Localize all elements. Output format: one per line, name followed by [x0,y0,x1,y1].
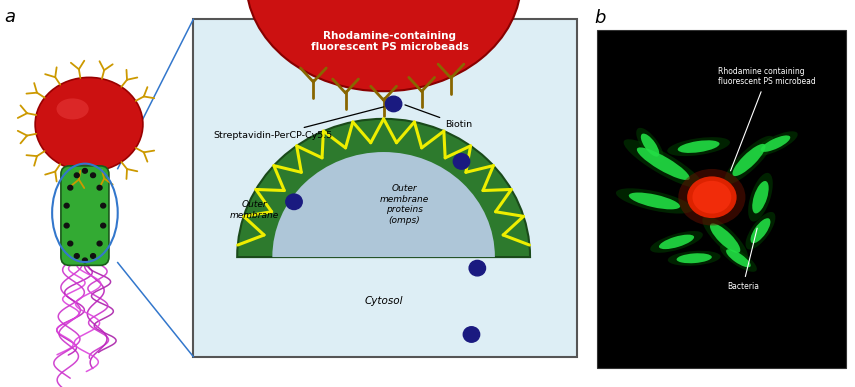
Ellipse shape [650,231,703,253]
Text: Outer
membrane
proteins
(omps): Outer membrane proteins (omps) [380,185,428,225]
Text: b: b [594,9,605,27]
Ellipse shape [751,218,770,243]
Circle shape [453,154,469,169]
Ellipse shape [628,192,680,209]
Circle shape [687,176,737,218]
Ellipse shape [246,0,522,91]
Text: Biotin: Biotin [405,105,472,129]
Text: Rhodamine containing
fluorescent PS microbead: Rhodamine containing fluorescent PS micr… [718,67,816,171]
Ellipse shape [678,140,720,153]
Text: a: a [4,8,15,26]
Ellipse shape [659,235,694,249]
Circle shape [82,168,87,173]
Text: Outer
membrane: Outer membrane [230,200,280,220]
Ellipse shape [761,135,790,152]
Ellipse shape [720,245,757,272]
Circle shape [74,253,80,258]
Circle shape [97,185,102,190]
FancyBboxPatch shape [597,30,846,368]
Ellipse shape [726,249,751,267]
Ellipse shape [676,253,712,263]
Wedge shape [237,119,530,257]
Circle shape [101,203,106,208]
Circle shape [678,169,746,226]
Circle shape [74,173,80,178]
Circle shape [463,327,480,342]
Wedge shape [273,152,495,257]
Ellipse shape [616,188,693,214]
Ellipse shape [56,98,89,120]
Ellipse shape [702,216,748,260]
Text: Cytosol: Cytosol [364,296,403,306]
Circle shape [386,96,402,112]
Text: Rhodamine-containing
fluorescent PS microbeads: Rhodamine-containing fluorescent PS micr… [310,31,469,52]
Ellipse shape [667,137,730,156]
Text: Streptavidin-PerCP-Cy5.5: Streptavidin-PerCP-Cy5.5 [214,107,384,140]
FancyBboxPatch shape [61,166,109,265]
Circle shape [68,185,73,190]
Ellipse shape [748,173,773,222]
Ellipse shape [35,77,143,171]
Text: Bacteria: Bacteria [727,228,759,291]
Ellipse shape [668,251,721,266]
Circle shape [286,194,302,209]
Circle shape [91,253,96,258]
Circle shape [91,173,96,178]
FancyBboxPatch shape [193,19,577,356]
Ellipse shape [733,144,765,176]
Ellipse shape [637,147,690,180]
Ellipse shape [752,181,769,214]
Circle shape [68,241,73,246]
Ellipse shape [724,136,774,184]
Circle shape [82,258,87,263]
Circle shape [693,181,731,214]
Ellipse shape [753,131,798,156]
Ellipse shape [636,128,663,163]
Circle shape [97,241,102,246]
Ellipse shape [710,223,740,253]
Ellipse shape [641,134,659,157]
Circle shape [101,223,106,228]
Circle shape [64,223,69,228]
Circle shape [64,203,69,208]
Ellipse shape [746,212,775,250]
Circle shape [469,260,486,276]
Ellipse shape [623,139,703,188]
